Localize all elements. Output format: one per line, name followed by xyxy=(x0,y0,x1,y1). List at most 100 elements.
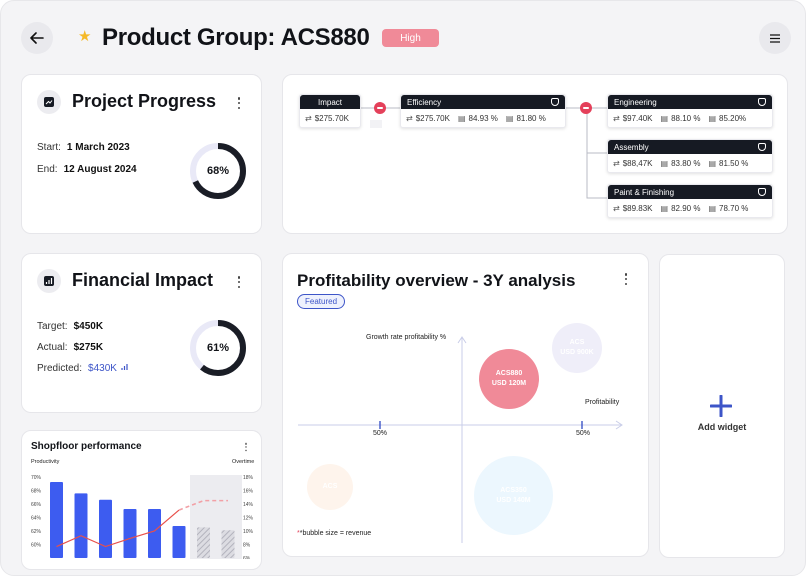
assembly-node-pct1: 83.80 % xyxy=(671,158,701,168)
productivity-bar xyxy=(99,499,112,558)
mini-chart-icon xyxy=(121,364,128,370)
bubble-footnote-text: *bubble size = revenue xyxy=(299,530,372,537)
overtime-forecast-line xyxy=(178,499,228,511)
paint-finishing-node-pct2: 78.70 % xyxy=(719,203,749,213)
paint-finishing-node-title: Paint & Finishing xyxy=(614,187,675,197)
bubble-acs880-name: ACS880 xyxy=(495,370,523,377)
productivity-bar xyxy=(172,525,186,558)
bubble-footnote: **bubble size = revenue xyxy=(297,530,372,537)
left-tick-label: 60% xyxy=(31,543,42,549)
overtime-line xyxy=(56,509,180,548)
exchange-icon: ⇄ xyxy=(406,113,413,123)
productivity-bar xyxy=(50,481,63,558)
left-tick-label: 62% xyxy=(31,529,42,535)
efficiency-node[interactable]: Efficiency ⇄ $275.70K ▤ 84.93 % ▤ 81.80 % xyxy=(400,94,566,128)
shopfloor-more-icon[interactable] xyxy=(243,442,249,452)
lock-icon xyxy=(758,143,766,151)
arrow-left-icon xyxy=(30,32,44,44)
productivity-bar xyxy=(74,493,88,558)
predicted-value: $430K xyxy=(88,363,117,374)
start-date: Start: 1 March 2023 xyxy=(37,142,130,153)
predicted-row: Predicted: $430K xyxy=(37,363,129,374)
financial-impact-donut: 61% xyxy=(189,319,247,377)
financial-impact-more-icon[interactable] xyxy=(235,275,243,289)
project-progress-donut: 68% xyxy=(189,142,247,200)
actual-label: Actual: xyxy=(37,342,68,353)
assembly-node-pct2: 81.50 % xyxy=(719,158,749,168)
right-tick-label: 18% xyxy=(243,475,254,481)
bubble-acs-top[interactable]: ACS USD 900K xyxy=(552,323,602,373)
lock-icon xyxy=(551,98,559,106)
lock-icon xyxy=(758,188,766,196)
bubble-acs880-revenue: USD 120M xyxy=(491,380,527,387)
document-icon: ▤ xyxy=(708,158,716,168)
bubble-acs350-revenue: USD 140M xyxy=(496,496,531,504)
document-icon: ▤ xyxy=(660,113,669,123)
y-tick-label: 50% xyxy=(576,430,591,437)
productivity-bar xyxy=(148,508,161,558)
efficiency-node-title: Efficiency xyxy=(407,97,442,107)
paint-finishing-node-value: $89.83K xyxy=(622,203,653,213)
engineering-node[interactable]: Engineering ⇄ $97.40K ▤ 88.10 % ▤ 85.20% xyxy=(607,94,773,128)
financial-impact-title: Financial Impact xyxy=(72,270,214,290)
end-value: 12 August 2024 xyxy=(63,164,137,175)
right-tick-label: 6% xyxy=(243,556,251,559)
efficiency-node-value: $275.70K xyxy=(415,113,450,123)
project-progress-card xyxy=(21,74,262,234)
start-label: Start: xyxy=(37,142,61,153)
impact-node-title: Impact xyxy=(300,95,360,109)
impact-node[interactable]: Impact ⇄ $275.70K xyxy=(299,94,361,128)
impact-node-value: $275.70K xyxy=(314,113,349,123)
efficiency-node-pct1: 84.93 % xyxy=(468,113,498,123)
project-progress-more-icon[interactable] xyxy=(235,96,243,110)
bubble-acs-left[interactable]: ACS xyxy=(307,464,353,510)
end-label: End: xyxy=(37,164,58,175)
efficiency-node-pct2: 81.80 % xyxy=(516,113,546,123)
right-tick-label: 12% xyxy=(243,516,254,522)
left-tick-label: 64% xyxy=(31,516,42,522)
hamburger-menu-icon xyxy=(770,33,780,43)
y-axis-label: Growth rate profitability % xyxy=(366,334,447,341)
exchange-icon: ⇄ xyxy=(613,158,620,168)
shopfloor-chart: 70% 68% 66% 64% 62% 60% 18% 16% 14% 12% 10% 8% 6% xyxy=(31,475,254,559)
shopfloor-title: Shopfloor performance xyxy=(31,441,142,452)
bar-chart-icon xyxy=(37,269,61,293)
left-tick-label: 66% xyxy=(31,502,42,508)
menu-button[interactable] xyxy=(759,22,791,54)
document-icon: ▤ xyxy=(457,113,466,123)
star-icon[interactable]: ★ xyxy=(78,28,92,45)
lock-icon xyxy=(758,98,766,106)
actual-value: $275K xyxy=(73,342,104,353)
trend-up-icon xyxy=(37,90,61,114)
bubble-acs880[interactable]: ACS880 USD 120M xyxy=(479,349,539,409)
productivity-bar xyxy=(221,530,235,558)
end-date: End: 12 August 2024 xyxy=(37,164,137,175)
assembly-node[interactable]: Assembly ⇄ $88,47K ▤ 83.80 % ▤ 81.50 % xyxy=(607,139,773,173)
paint-finishing-node-pct1: 82.90 % xyxy=(671,203,701,213)
productivity-bar xyxy=(123,508,137,558)
exchange-icon: ⇄ xyxy=(613,113,620,123)
profitability-title: Profitability overview - 3Y analysis xyxy=(297,271,576,290)
engineering-node-pct2: 85.20% xyxy=(719,113,747,123)
plus-icon[interactable] xyxy=(710,395,732,417)
shopfloor-left-axis-label: Productivity xyxy=(31,459,60,465)
back-button[interactable] xyxy=(21,22,53,54)
project-progress-percent: 68% xyxy=(206,165,230,177)
left-tick-label: 68% xyxy=(31,489,42,495)
document-icon: ▤ xyxy=(660,203,669,213)
add-widget-label[interactable]: Add widget xyxy=(697,422,747,432)
profitability-more-icon[interactable] xyxy=(622,272,630,286)
engineering-node-value: $97.40K xyxy=(622,113,653,123)
right-tick-label: 16% xyxy=(243,489,254,495)
featured-badge: Featured xyxy=(297,294,346,309)
left-tick-label: 70% xyxy=(31,475,42,481)
project-progress-title: Project Progress xyxy=(72,91,217,111)
financial-impact-card xyxy=(21,253,262,413)
collapse-impact-button[interactable] xyxy=(374,102,386,114)
document-icon: ▤ xyxy=(708,203,716,213)
bubble-acs350[interactable]: ACS350 USD 140M xyxy=(474,456,553,535)
collapse-efficiency-button[interactable] xyxy=(580,102,592,114)
profitability-axes xyxy=(298,336,623,543)
paint-finishing-node[interactable]: Paint & Finishing ⇄ $89.83K ▤ 82.90 % ▤ 78.… xyxy=(607,184,773,218)
